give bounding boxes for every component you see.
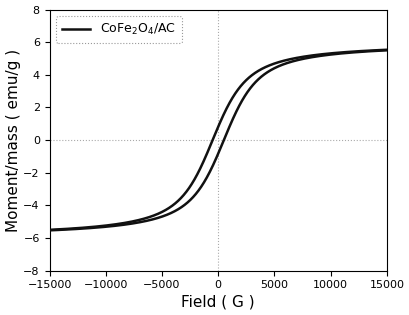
- X-axis label: Field ( G ): Field ( G ): [181, 295, 254, 309]
- Legend: CoFe$_2$O$_4$/AC: CoFe$_2$O$_4$/AC: [56, 16, 182, 43]
- Y-axis label: Moment/mass ( emu/g ): Moment/mass ( emu/g ): [6, 49, 20, 232]
